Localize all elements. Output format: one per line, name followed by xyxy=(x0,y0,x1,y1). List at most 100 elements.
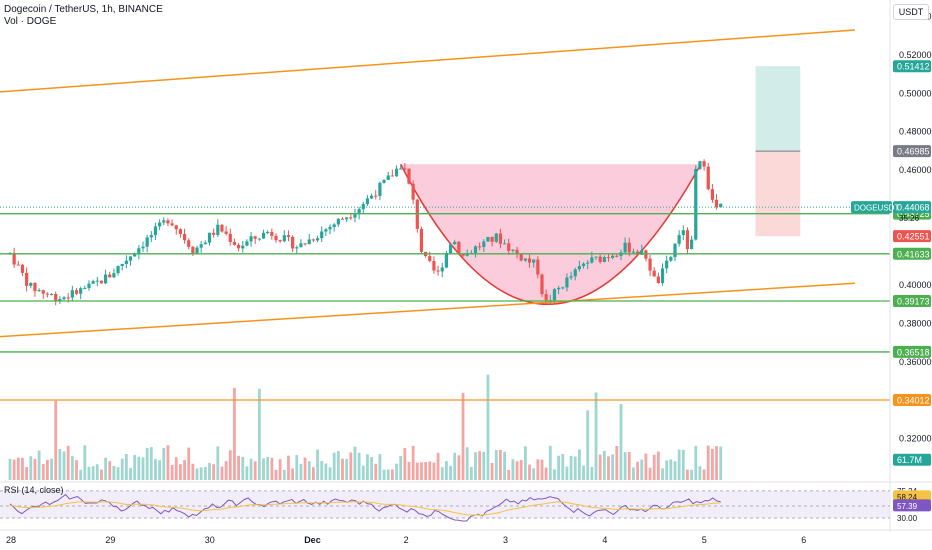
volume-bar xyxy=(415,462,419,480)
candle xyxy=(461,253,465,256)
volume-bar xyxy=(349,452,353,480)
candle xyxy=(191,246,195,254)
candle xyxy=(54,293,58,302)
price-badge-bg xyxy=(893,294,931,307)
volume-bar xyxy=(507,469,511,480)
candle xyxy=(349,217,353,219)
candle xyxy=(644,250,648,259)
y-tick-label: 0.46000 xyxy=(899,165,932,175)
volume-bar xyxy=(378,454,382,480)
candle xyxy=(615,255,619,257)
candle xyxy=(74,290,79,294)
position-target-zone xyxy=(755,66,801,152)
candle xyxy=(170,223,174,226)
volume-bar xyxy=(457,455,461,480)
volume-legend: Vol · DOGE xyxy=(4,16,57,27)
volume-bar xyxy=(681,449,685,480)
candle xyxy=(498,233,503,244)
candle xyxy=(145,237,149,247)
volume-bar xyxy=(8,458,12,480)
candle xyxy=(49,293,54,295)
candle xyxy=(690,239,694,249)
volume-bar xyxy=(623,452,627,480)
cup-pattern-curve xyxy=(399,163,702,305)
volume-bar xyxy=(91,466,95,480)
volume-bar xyxy=(16,457,20,480)
volume-bar xyxy=(648,467,652,480)
candle xyxy=(457,241,461,254)
volume-bar xyxy=(582,465,585,480)
x-tick-label: 3 xyxy=(503,535,508,545)
volume-bar xyxy=(282,469,286,480)
candle xyxy=(374,195,378,197)
candle xyxy=(623,242,627,253)
candle xyxy=(99,280,104,284)
volume-bar xyxy=(565,466,569,480)
candle xyxy=(137,248,141,255)
volume-bar xyxy=(627,451,631,480)
x-tick-label: 28 xyxy=(6,535,16,545)
volume-bar xyxy=(257,388,261,480)
price-badge-bg xyxy=(893,345,931,358)
candle xyxy=(453,241,457,245)
candle xyxy=(286,235,291,237)
candle xyxy=(29,283,33,286)
candle xyxy=(660,268,665,284)
volume-bar xyxy=(706,445,710,480)
candle xyxy=(627,242,631,253)
candle xyxy=(291,236,295,249)
volume-bar xyxy=(79,469,83,480)
candle xyxy=(519,253,523,261)
volume-bar xyxy=(374,463,378,480)
candle xyxy=(640,250,644,255)
volume-bar xyxy=(386,469,390,480)
candle xyxy=(128,256,133,261)
candle xyxy=(656,276,660,284)
candle xyxy=(386,175,390,180)
candle xyxy=(220,224,224,232)
candle xyxy=(158,222,162,227)
candle xyxy=(527,258,532,263)
volume-bar xyxy=(640,459,644,480)
volume-bar xyxy=(33,458,37,480)
y-tick-label: 0.32000 xyxy=(899,434,932,444)
volume-bar xyxy=(665,460,669,480)
candle xyxy=(573,269,577,277)
currency-button[interactable]: USDT xyxy=(893,4,929,20)
candle xyxy=(631,251,636,253)
candle xyxy=(357,209,361,215)
candle xyxy=(465,253,469,256)
volume-bar xyxy=(312,467,315,480)
candle xyxy=(698,161,702,169)
volume-bar xyxy=(528,464,531,480)
volume-bar xyxy=(129,467,132,480)
volume-bar xyxy=(353,446,357,480)
candle xyxy=(648,258,652,271)
volume-bar xyxy=(162,447,166,480)
candle xyxy=(41,290,45,294)
candle xyxy=(444,252,449,268)
volume-bar xyxy=(191,463,195,480)
volume-bar xyxy=(83,445,87,480)
main-pane xyxy=(0,29,890,480)
volume-bar xyxy=(611,454,615,480)
candle xyxy=(581,263,586,267)
candle xyxy=(340,218,345,220)
candle xyxy=(91,281,95,284)
volume-bar xyxy=(332,452,336,480)
volume-bar xyxy=(208,463,211,480)
volume-bar xyxy=(241,456,245,480)
volume-bar xyxy=(224,461,228,480)
candle xyxy=(606,257,611,259)
candle xyxy=(403,168,407,170)
candle xyxy=(652,270,656,277)
volume-bar xyxy=(341,458,344,480)
volume-bar xyxy=(432,462,436,480)
trend-line xyxy=(0,282,855,338)
volume-bar xyxy=(494,450,498,480)
time-axis: 28 29 30 Dec 2 3 4 5 6 xyxy=(0,529,932,545)
rsi-title: RSI (14, close) xyxy=(4,485,64,495)
volume-bar xyxy=(440,467,444,480)
